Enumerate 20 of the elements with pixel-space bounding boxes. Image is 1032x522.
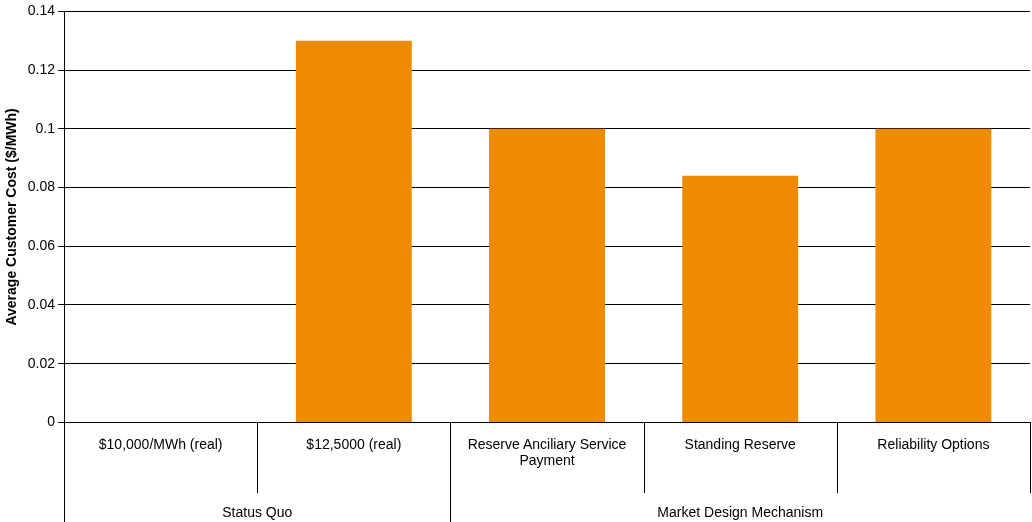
y-tick-label: 0	[47, 413, 56, 430]
y-tick-label: 0.06	[27, 237, 56, 254]
y-tick-label: 0.14	[27, 2, 56, 19]
x-tick-label: $12,5000 (real)	[306, 435, 402, 452]
y-axis-title: Average Customer Cost ($/MWh)	[3, 108, 20, 326]
bar	[489, 128, 605, 422]
x-tick-label: Standing Reserve	[684, 435, 797, 452]
text: Market Design Mechanism	[657, 503, 824, 520]
y-tick-label: 0.08	[27, 178, 56, 195]
bar	[682, 175, 799, 422]
text: Status Quo	[222, 503, 293, 520]
y-tick-label: 0.04	[27, 295, 56, 312]
x-tick-label: Reserve Anciliary Service Payment	[467, 435, 627, 469]
bar	[295, 40, 412, 422]
y-tick-label: 0.1	[35, 119, 56, 136]
x-tick-label: $10,000/MWh (real)	[98, 435, 223, 452]
x-tick-label: Reliability Options	[877, 435, 990, 452]
y-tick-label: 0.12	[27, 60, 56, 77]
y-tick-label: 0.02	[27, 354, 56, 371]
bar	[875, 128, 992, 422]
